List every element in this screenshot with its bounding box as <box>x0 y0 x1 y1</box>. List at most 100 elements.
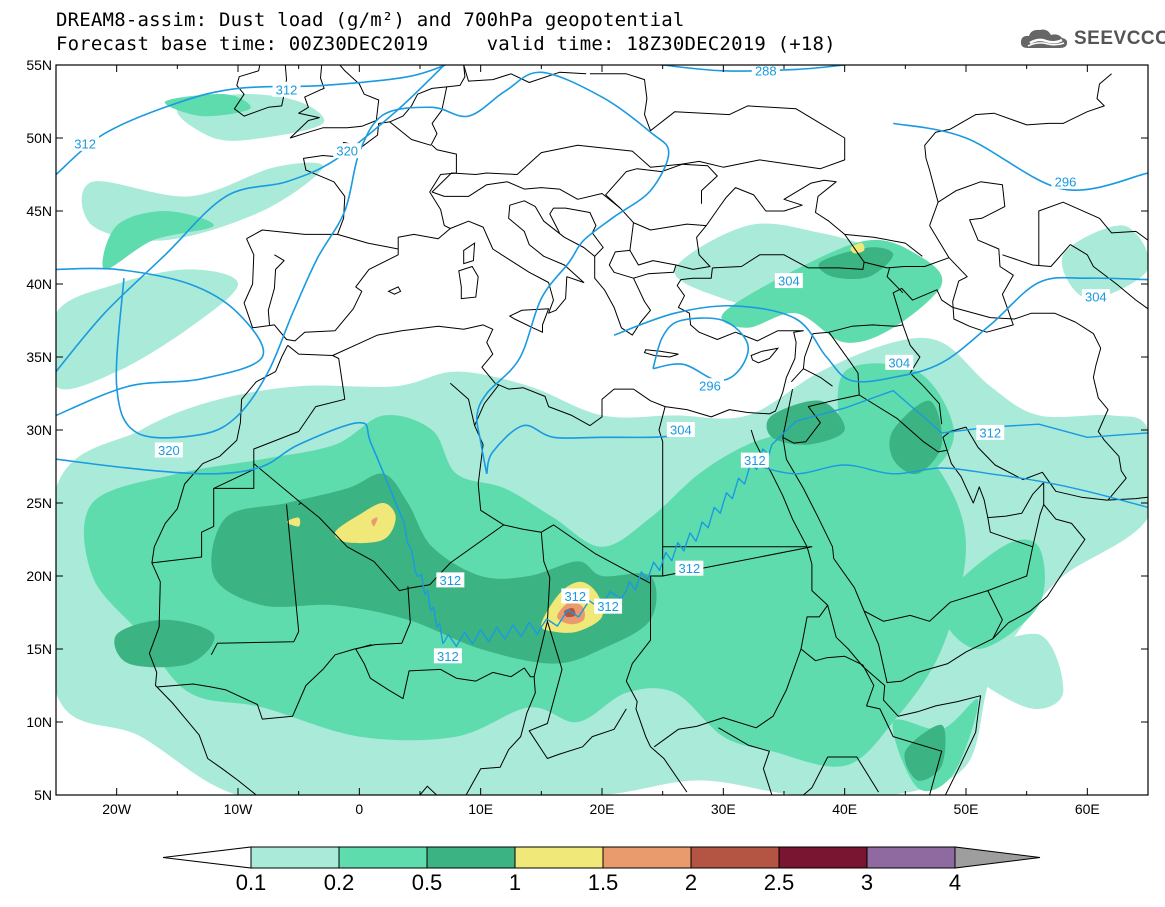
border-line <box>653 604 829 748</box>
lon-label: 40E <box>832 801 857 817</box>
lat-label: 50N <box>26 130 52 146</box>
svg-text:296: 296 <box>699 379 721 394</box>
lat-label: 5N <box>34 787 52 803</box>
geopotential-contour <box>485 424 675 475</box>
border-line <box>924 73 1112 203</box>
colorbar-over-arrow <box>954 846 1041 869</box>
contour-labels: 312 312 320 288 296 304 304 304 296 304 312 312 320 3… <box>71 62 1110 664</box>
seevccc-logo: SEEVCCC <box>1018 26 1165 52</box>
colorbar-label: 0.5 <box>411 870 443 895</box>
dust-area-1.5 <box>371 517 378 527</box>
svg-text:304: 304 <box>888 355 910 370</box>
geopotential-contour <box>56 421 403 518</box>
border-line <box>718 727 773 795</box>
contour-label: 312 <box>436 572 465 588</box>
border-line <box>148 345 289 795</box>
contour-label: 304 <box>1081 289 1110 305</box>
lat-label: 45N <box>26 203 52 219</box>
contour-label: 296 <box>695 378 724 394</box>
border-line <box>1038 201 1148 265</box>
border-line <box>790 287 953 383</box>
border-line <box>1002 244 1148 310</box>
dust-area-0.2 <box>941 539 1045 649</box>
contour-label: 320 <box>333 143 362 159</box>
lat-label: 40N <box>26 276 52 292</box>
contour-label: 304 <box>774 273 803 289</box>
lon-label: 20E <box>590 801 615 817</box>
contour-label: 312 <box>740 452 769 468</box>
dust-area-1 <box>286 517 301 527</box>
geopotential-contour <box>115 71 670 474</box>
colorbar-swatch <box>602 846 692 869</box>
colorbar-swatch <box>690 846 780 869</box>
border-line <box>528 621 627 759</box>
border-line <box>474 384 500 426</box>
border-line <box>337 233 399 250</box>
svg-text:288: 288 <box>755 63 777 78</box>
border-line <box>629 222 634 251</box>
contour-label: 304 <box>666 422 695 438</box>
border-line <box>844 233 923 257</box>
dust-area-0.1 <box>965 633 1064 709</box>
colorbar-label: 0.2 <box>323 870 355 895</box>
lon-label: 10E <box>468 801 493 817</box>
border-line <box>682 163 718 204</box>
svg-text:312: 312 <box>74 136 96 151</box>
island-outline <box>750 347 780 364</box>
border-line <box>782 331 860 444</box>
lat-label: 15N <box>26 641 52 657</box>
dust-area-0.5 <box>889 400 943 475</box>
border-line <box>650 546 813 577</box>
svg-text:312: 312 <box>437 649 459 664</box>
svg-text:312: 312 <box>597 599 619 614</box>
colorbar-swatch <box>866 846 956 869</box>
colorbar-label: 0.1 <box>235 870 267 895</box>
svg-text:304: 304 <box>778 274 800 289</box>
svg-text:320: 320 <box>336 144 358 159</box>
dust-area-0.5 <box>766 400 845 445</box>
dust-area-0.5 <box>818 247 894 279</box>
border-line <box>902 324 943 425</box>
lon-label: 20W <box>102 801 132 817</box>
map-subtitle: Forecast base time: 00Z30DEC2019 valid t… <box>56 33 836 55</box>
svg-text:312: 312 <box>564 589 586 604</box>
lat-label: 35N <box>26 349 52 365</box>
svg-text:312: 312 <box>679 561 701 576</box>
border-line <box>929 181 1014 333</box>
border-line <box>389 86 448 146</box>
contour-label: 312 <box>272 81 301 97</box>
contour-label: 312 <box>675 560 704 576</box>
colorbar-swatch <box>778 846 868 869</box>
colorbar-label: 1 <box>508 870 522 895</box>
border-line <box>253 406 666 592</box>
forecast-base-time: Forecast base time: 00Z30DEC2019 <box>56 33 429 55</box>
border-line <box>858 394 947 453</box>
colorbar-label: 3 <box>860 870 874 895</box>
contour-label: 312 <box>71 135 100 151</box>
border-line <box>463 65 587 83</box>
contour-label: 296 <box>1051 173 1080 189</box>
border-line <box>419 785 438 795</box>
dust-area-1 <box>850 243 865 254</box>
svg-text:304: 304 <box>1085 290 1107 305</box>
colorbar-label: 2 <box>684 870 698 895</box>
colorbar-swatch <box>250 846 340 869</box>
border-line <box>289 65 325 139</box>
colorbar-swatch <box>426 846 516 869</box>
geopotential-contour <box>754 464 1148 509</box>
border-line <box>952 306 1127 501</box>
svg-text:304: 304 <box>670 423 692 438</box>
map-title: DREAM8-assim: Dust load (g/m²) and 700hP… <box>56 9 685 31</box>
lon-label: 10W <box>224 801 254 817</box>
lat-label: 30N <box>26 422 52 438</box>
dust-area-1 <box>334 502 396 544</box>
logo-text: SEEVCCC <box>1074 28 1165 49</box>
border-line <box>605 163 683 209</box>
lat-label: 25N <box>26 495 52 511</box>
border-line <box>449 382 476 426</box>
dust-area-0.5 <box>114 619 215 668</box>
border-line <box>750 429 982 795</box>
border-line <box>253 355 346 464</box>
contour-label: 312 <box>561 588 590 604</box>
